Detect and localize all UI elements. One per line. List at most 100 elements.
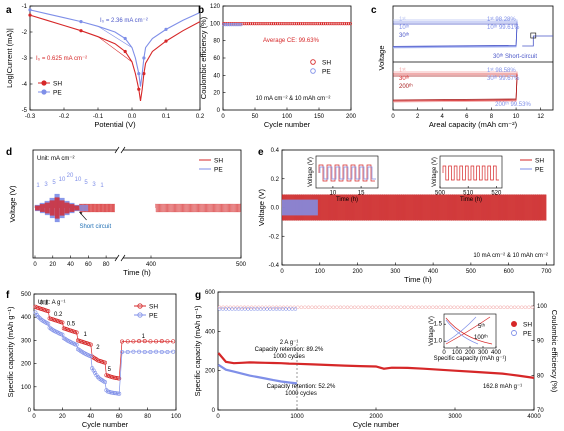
panel-a-x-tick-label: 0.2 (196, 114, 205, 120)
panel-b-point-PE (222, 23, 226, 27)
panel-g-ce-sh (424, 305, 428, 310)
panel-f-point-PE (159, 349, 164, 354)
panel-d-pe-tail (79, 204, 89, 212)
panel-f-point-SH (115, 376, 120, 381)
panel-c-short-marker (530, 32, 537, 39)
panel-a-io-pe: I₀ = 2.36 mA cm⁻² (100, 18, 148, 24)
panel-b-point-SH (268, 22, 272, 26)
panel-g-label: g (195, 290, 201, 301)
panel-g-ce-sh (416, 305, 421, 310)
panel-e-y-tick-label: 0.0 (271, 206, 280, 212)
panel-g-ce-pe (249, 307, 253, 311)
panel-g-inset-ylabel: Voltage (V) (429, 316, 435, 346)
panel-g-ce-sh (456, 305, 460, 310)
panel-g-ce-pe (224, 307, 228, 311)
panel-g-ce-sh (431, 305, 435, 310)
panel-d-rate-label: 3 (92, 182, 96, 188)
panel-b-point-SH (314, 22, 318, 26)
panel-g-ce-sh (367, 305, 371, 310)
panel-f-legend-label: PE (149, 312, 158, 319)
panel-d-short-arrowhead (79, 212, 83, 215)
panel-f-rate-label: 1 (142, 334, 146, 340)
panel-f-x-tick-label: 40 (87, 414, 94, 420)
panel-g-inset-tick-label: 300 (478, 350, 489, 356)
panel-b-point-SH (266, 22, 270, 26)
panel-c-sh-ce30: 30ᵗʰ 99.67% (487, 75, 520, 82)
panel-a-series-PE (29, 9, 201, 87)
panel-f-legend-marker (137, 312, 143, 318)
panel-g-yr-tick-label: 100 (537, 304, 548, 310)
panel-a-io-sh: I₀ = 0.625 mA cm⁻² (36, 56, 87, 62)
panel-f-point-PE (112, 391, 117, 396)
panel-g-inset-pe-discharge (445, 319, 479, 345)
panel-b-y-tick-label: 80 (213, 39, 220, 45)
panel-b-point-SH (321, 22, 326, 26)
panel-b-point-SH (333, 22, 337, 26)
panel-a-point-PE (123, 36, 127, 41)
panel-b-point-SH (346, 22, 351, 26)
panel-f-point-PE (154, 349, 159, 354)
panel-e-inset1-tick-label: 10 (330, 191, 337, 197)
panel-a-point-SH (137, 87, 141, 91)
panel-f-point-SH (159, 339, 164, 344)
panel-b-point-SH (304, 22, 308, 26)
panel-b-point-SH (293, 22, 297, 26)
panel-c-ylabel: Voltage (377, 45, 386, 70)
panel-g-ce-sh (509, 305, 513, 310)
panel-c-x-tick-label: 2 (416, 114, 420, 120)
panel-b-legend-label: PE (322, 68, 331, 75)
panel-g-rate: 2 A g⁻¹ (280, 340, 299, 346)
panel-g-ce-sh (313, 305, 318, 310)
panel-e-inset2-tick-label: 520 (491, 191, 502, 197)
panel-b-condition: 10 mA cm⁻² & 10 mAh cm⁻² (256, 96, 331, 102)
panel-d-x-tick-label: 400 (146, 262, 157, 268)
panel-f-ylabel: Specific capacity (mAh g⁻¹) (6, 306, 15, 398)
panel-e-x-tick-label: 0 (280, 269, 284, 275)
panel-g-capacity-PE (217, 363, 298, 385)
panel-e-pe-band (282, 199, 318, 216)
panel-g-ce-sh (306, 305, 311, 310)
panel-g-ce-sh (395, 305, 400, 310)
panel-c-x-tick-label: 6 (465, 114, 469, 120)
panel-g-ce-sh (399, 305, 403, 310)
panel-d-sh-segment (59, 200, 65, 216)
panel-b-point-SH (285, 22, 289, 26)
panel-g-ce-sh (317, 305, 321, 310)
panel-a-x-tick-label: -0.1 (93, 114, 104, 120)
panel-b-x-tick-label: 100 (282, 114, 293, 120)
panel-d-sh-segment (34, 205, 40, 211)
panel-a-point-SH (79, 29, 83, 33)
panel-b-point-PE (229, 23, 233, 27)
panel-g-legend-label: SH (523, 321, 532, 328)
panel-b-x-tick-label: 200 (346, 114, 357, 120)
panel-b-point-SH (289, 22, 293, 26)
panel-a-legend-marker (41, 89, 47, 95)
panel-a-legend-marker (41, 80, 47, 86)
panel-c-sh-ce1: 1ˢᵗ 98.58% (487, 67, 516, 74)
panel-g-ce-sh (516, 305, 520, 310)
panel-f-point-SH (88, 342, 93, 347)
panel-c-frame (392, 5, 554, 111)
panel-a-y-tick-label: -1 (22, 4, 28, 10)
panel-f-rate-label: 1 (83, 332, 87, 338)
panel-g-ce-sh (256, 305, 261, 310)
panel-g-ce-sh (495, 305, 499, 310)
panel-g-ce-sh (253, 305, 257, 310)
panel-b-point-SH (277, 22, 281, 26)
panel-f-point-SH (111, 375, 116, 380)
panel-g-ce-sh (452, 305, 456, 310)
panel-g-ce-sh (374, 305, 378, 310)
panel-f-rate-label: 0.1 (40, 300, 49, 306)
panel-g-ce-sh (505, 305, 510, 310)
panel-g-ce-sh (239, 305, 243, 310)
panel-a-x-tick-label: -0.2 (59, 114, 70, 120)
panel-d-rate-label: 1 (100, 183, 104, 189)
panel-a-point-PE (79, 20, 83, 24)
panel-g-inset-tick-label: 0 (442, 350, 446, 356)
panel-b-point-SH (250, 22, 255, 26)
panel-g-yr-tick-label: 80 (537, 373, 544, 379)
panel-g-ce-sh (338, 305, 343, 310)
panel-g-legend-sh-marker (511, 321, 517, 327)
panel-d-unit: Unit: mA cm⁻² (37, 156, 75, 162)
panel-d-x-tick-label: 20 (49, 262, 56, 268)
